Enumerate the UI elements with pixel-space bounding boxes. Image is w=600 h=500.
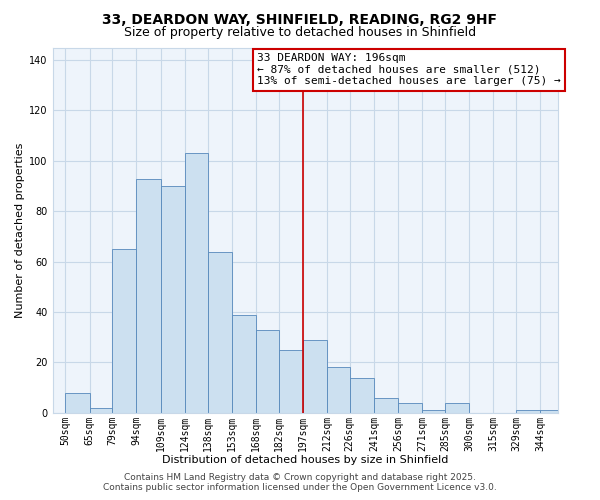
Bar (374, 398, 398, 413)
Text: 33 DEARDON WAY: 196sqm
← 87% of detached houses are smaller (512)
13% of semi-de: 33 DEARDON WAY: 196sqm ← 87% of detached… (257, 53, 561, 86)
Bar (232, 314, 256, 413)
Bar (256, 330, 278, 413)
Y-axis label: Number of detached properties: Number of detached properties (15, 142, 25, 318)
Bar (185, 154, 208, 413)
Bar (278, 350, 303, 413)
Text: Size of property relative to detached houses in Shinfield: Size of property relative to detached ho… (124, 26, 476, 39)
X-axis label: Distribution of detached houses by size in Shinfield: Distribution of detached houses by size … (162, 455, 448, 465)
Bar (516, 410, 540, 413)
Text: Contains HM Land Registry data © Crown copyright and database right 2025.
Contai: Contains HM Land Registry data © Crown c… (103, 473, 497, 492)
Bar (208, 252, 232, 413)
Bar (112, 249, 136, 413)
Bar (161, 186, 185, 413)
Bar (445, 402, 469, 413)
Bar (136, 178, 161, 413)
Bar (65, 392, 89, 413)
Text: 33, DEARDON WAY, SHINFIELD, READING, RG2 9HF: 33, DEARDON WAY, SHINFIELD, READING, RG2… (103, 12, 497, 26)
Bar (540, 410, 565, 413)
Bar (89, 408, 112, 413)
Bar (422, 410, 445, 413)
Bar (327, 368, 350, 413)
Bar (303, 340, 327, 413)
Bar (398, 402, 422, 413)
Bar (350, 378, 374, 413)
